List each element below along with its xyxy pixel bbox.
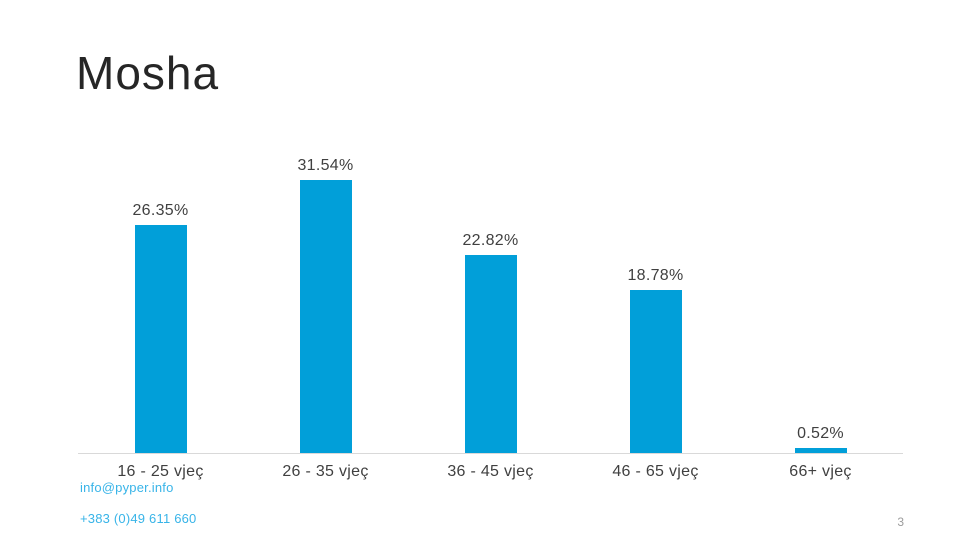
page-number: 3 (897, 515, 904, 529)
x-axis-line (78, 453, 903, 454)
bar-value-label: 18.78% (627, 267, 684, 284)
bar (464, 255, 517, 453)
bar (299, 180, 352, 453)
bar-column: 31.54% (243, 150, 408, 453)
category-label: 36 - 45 vjeç (447, 463, 534, 480)
footer-email-link[interactable]: info@pyper.info (80, 480, 174, 495)
bar-value-label: 26.35% (132, 202, 189, 219)
category-label: 26 - 35 vjeç (282, 463, 369, 480)
category-label: 46 - 65 vjeç (612, 463, 699, 480)
bar (629, 290, 682, 453)
category-label: 16 - 25 vjeç (117, 463, 204, 480)
footer-phone-link[interactable]: +383 (0)49 611 660 (80, 511, 197, 526)
bar (134, 225, 187, 453)
bar-column: 0.52% (738, 150, 903, 453)
bar-value-label: 0.52% (797, 425, 844, 442)
category-label: 66+ vjeç (789, 463, 852, 480)
bar-value-label: 22.82% (462, 232, 519, 249)
chart-plot-area: 26.35% 31.54% 22.82% 18.78% 0.52% (78, 150, 903, 453)
bar-value-label: 31.54% (297, 157, 354, 174)
slide-title: Mosha (76, 47, 220, 99)
bar-column: 18.78% (573, 150, 738, 453)
category-axis: 16 - 25 vjeç 26 - 35 vjeç 36 - 45 vjeç 46 -… (78, 454, 903, 481)
bar-column: 22.82% (408, 150, 573, 453)
bar-chart: 26.35% 31.54% 22.82% 18.78% 0.52% 16 - 25 vj… (78, 150, 903, 481)
bar (794, 448, 847, 453)
bar-column: 26.35% (78, 150, 243, 453)
